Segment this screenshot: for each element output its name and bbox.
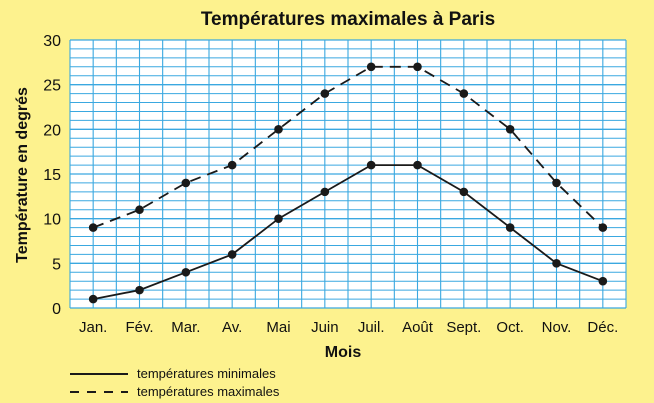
data-point (413, 160, 422, 170)
data-point (227, 160, 237, 170)
data-point (181, 178, 191, 188)
data-point (88, 223, 98, 232)
legend-label: températures minimales (137, 366, 276, 381)
x-tick-label: Av. (222, 319, 242, 336)
y-tick-label: 10 (43, 212, 61, 229)
x-tick-label: Nov. (542, 319, 572, 336)
y-tick-label: 30 (43, 33, 61, 50)
y-tick-label: 20 (43, 122, 61, 139)
y-tick-label: 25 (43, 78, 61, 95)
data-point (552, 259, 561, 268)
x-tick-label: Déc. (587, 319, 618, 336)
data-point (135, 285, 144, 295)
data-point (505, 125, 515, 134)
data-point (274, 214, 283, 223)
data-point (227, 250, 237, 259)
legend: températures minimales températures maxim… (70, 366, 280, 399)
data-point (366, 62, 376, 72)
data-point (598, 223, 608, 232)
legend-label: températures maximales (137, 384, 280, 399)
data-point (413, 62, 422, 72)
data-point (505, 223, 515, 232)
series-line-maximales (92, 65, 604, 229)
y-tick-label: 0 (52, 301, 61, 318)
y-tick-label: 5 (52, 256, 61, 273)
x-tick-label: Juin (311, 319, 339, 336)
data-point (320, 187, 330, 197)
data-point (88, 294, 98, 304)
x-tick-label: Jan. (79, 319, 107, 336)
x-axis-label: Mois (325, 344, 362, 361)
y-axis-label: Température en degrés (14, 87, 31, 263)
data-point (459, 187, 469, 197)
chart-title: Températures maximales à Paris (201, 9, 495, 30)
data-point (366, 160, 376, 170)
plot-area: 0 5 10 15 20 25 30 Jan. Fév. Mar. Av. Mai Juin Juil. A… (43, 33, 627, 336)
data-point (552, 178, 561, 188)
x-tick-label: Juil. (358, 319, 385, 336)
data-point (459, 89, 469, 98)
data-point (320, 89, 330, 98)
data-point (181, 267, 191, 277)
x-tick-label: Mar. (171, 319, 200, 336)
x-tick-label: Oct. (496, 319, 524, 336)
data-point (598, 276, 608, 286)
series-line-minimales (93, 164, 604, 300)
x-tick-label: Fév. (125, 319, 153, 336)
x-tick-label: Août (402, 319, 434, 336)
data-point (135, 205, 144, 215)
x-tick-label: Sept. (446, 319, 481, 336)
x-tick-label: Mai (266, 319, 290, 336)
y-tick-label: 15 (43, 167, 61, 184)
data-point (274, 125, 283, 134)
